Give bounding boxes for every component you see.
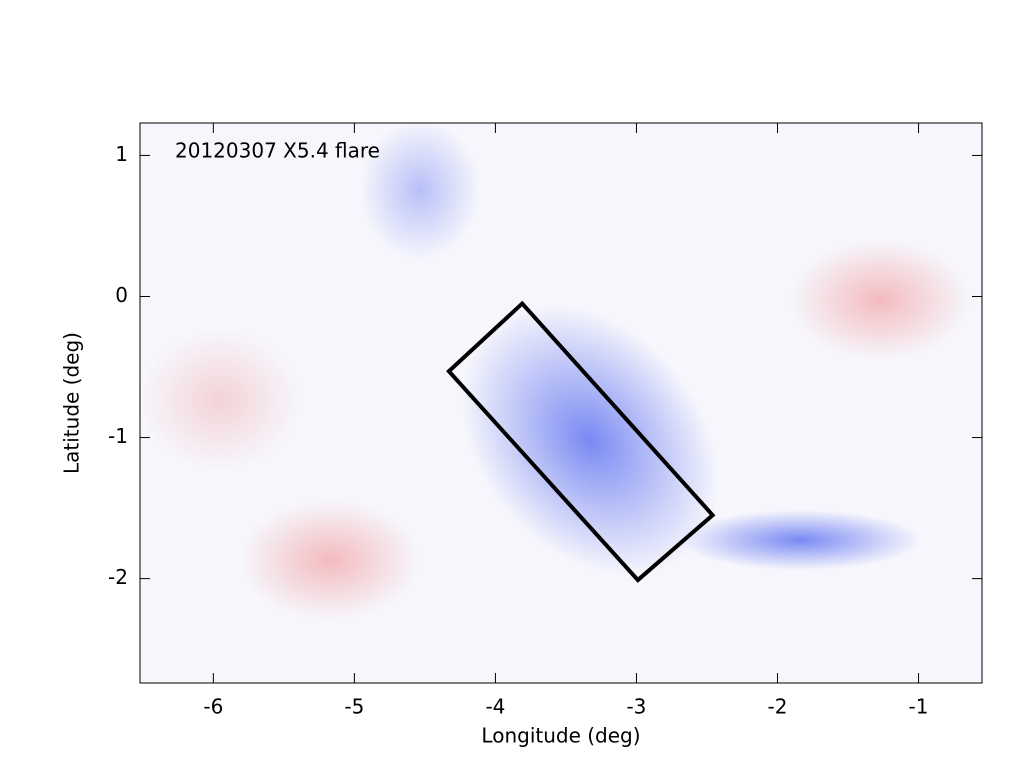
plot-frame [139,122,983,684]
x-axis-label: Longitude (deg) [481,724,640,748]
x-tick-label: -4 [485,695,505,719]
y-tick-label: 0 [115,283,128,307]
background-field [140,120,982,683]
y-axis-label: Latitude (deg) [60,332,84,474]
x-tick-label: -6 [203,695,223,719]
y-tick-label: -2 [108,565,128,589]
y-tick-label: 1 [115,142,128,166]
y-tick-label: -1 [108,424,128,448]
x-tick-label: -1 [909,695,929,719]
x-tick-label: -3 [626,695,646,719]
x-tick-label: -5 [344,695,364,719]
region-box [446,300,716,583]
x-tick-label: -2 [768,695,788,719]
annotation: 20120307 X5.4 flare [175,139,380,163]
